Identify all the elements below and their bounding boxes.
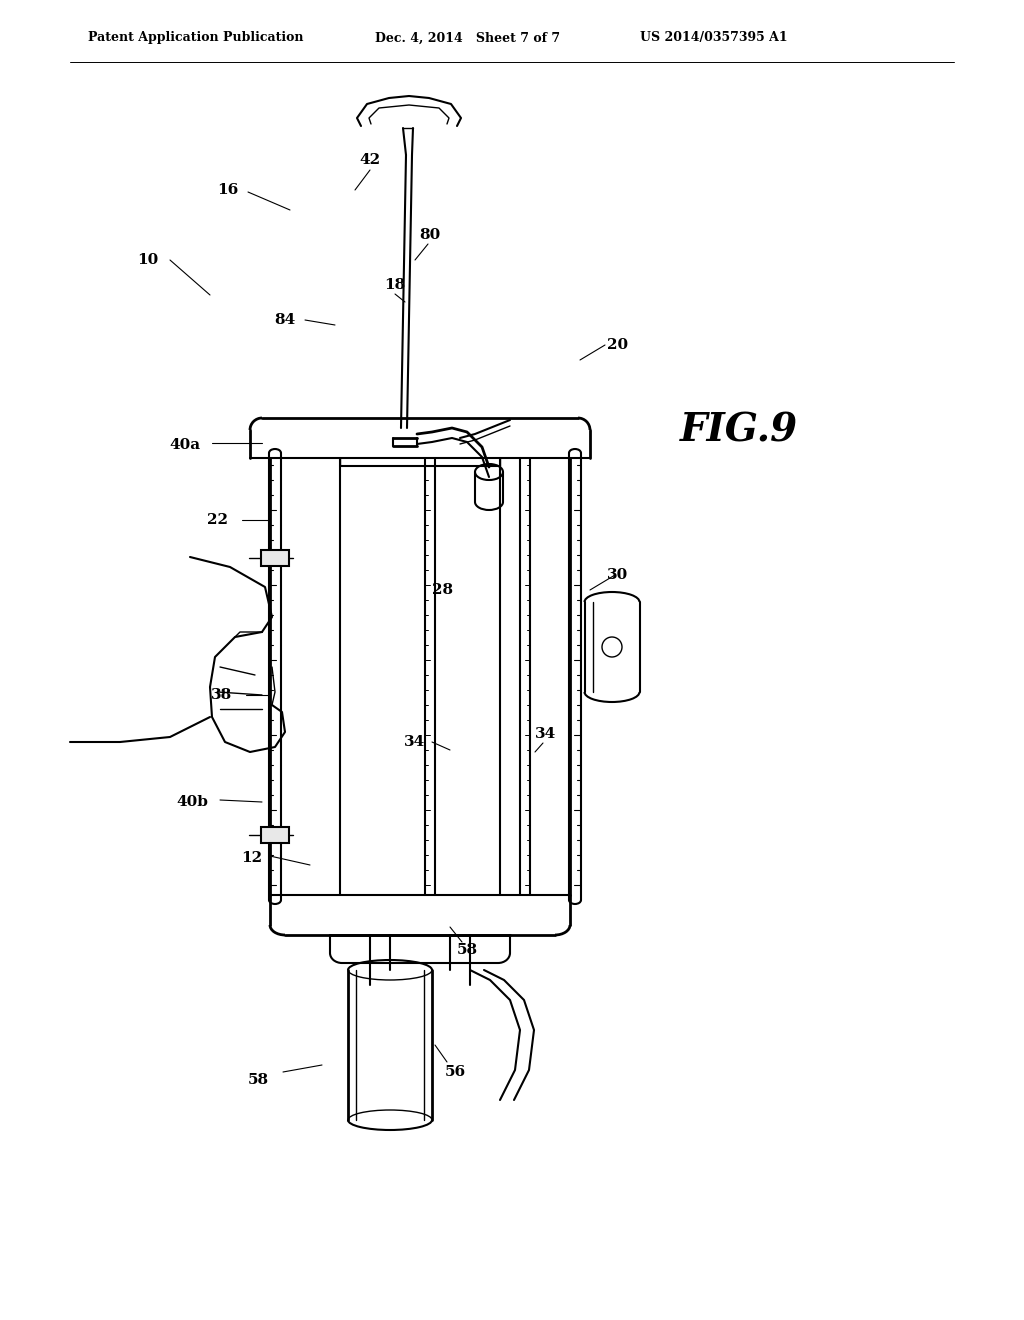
Text: 20: 20 xyxy=(607,338,629,352)
Text: 58: 58 xyxy=(248,1073,268,1086)
Text: 42: 42 xyxy=(359,153,381,168)
Text: 84: 84 xyxy=(274,313,296,327)
Text: 34: 34 xyxy=(536,727,557,741)
Text: 58: 58 xyxy=(457,942,477,957)
Text: US 2014/0357395 A1: US 2014/0357395 A1 xyxy=(640,32,787,45)
Text: 80: 80 xyxy=(420,228,440,242)
Text: 30: 30 xyxy=(607,568,629,582)
Text: 18: 18 xyxy=(384,279,406,292)
Text: 10: 10 xyxy=(137,253,159,267)
Text: 56: 56 xyxy=(444,1065,466,1078)
Text: Patent Application Publication: Patent Application Publication xyxy=(88,32,303,45)
Text: Dec. 4, 2014   Sheet 7 of 7: Dec. 4, 2014 Sheet 7 of 7 xyxy=(375,32,560,45)
Text: FIG.9: FIG.9 xyxy=(680,411,798,449)
Text: 12: 12 xyxy=(242,851,262,865)
Bar xyxy=(261,550,289,566)
Text: 22: 22 xyxy=(208,513,228,527)
Text: 16: 16 xyxy=(217,183,239,197)
Bar xyxy=(261,828,289,843)
Text: 34: 34 xyxy=(404,735,426,748)
Text: 28: 28 xyxy=(432,583,454,597)
Text: 38: 38 xyxy=(211,688,232,702)
Circle shape xyxy=(602,638,622,657)
Text: 40b: 40b xyxy=(176,795,208,809)
Text: 40a: 40a xyxy=(169,438,201,451)
